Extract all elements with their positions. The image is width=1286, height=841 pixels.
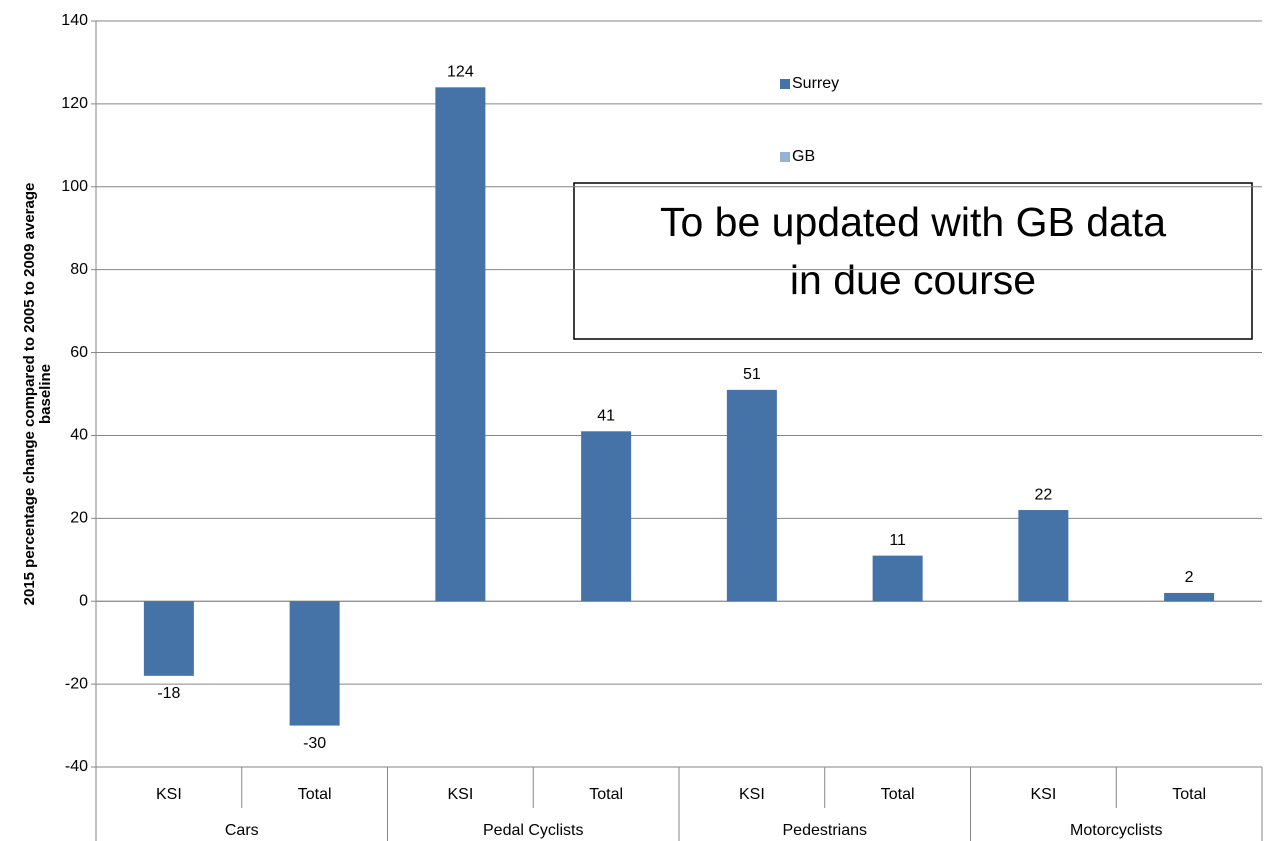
data-label: 41 [597, 408, 615, 425]
x-tick-label: Total [298, 786, 332, 803]
data-label: 22 [1034, 486, 1052, 503]
bar [289, 601, 340, 726]
legend-label: GB [792, 148, 815, 165]
data-label: 11 [889, 532, 906, 549]
bar [1164, 592, 1215, 602]
bar [143, 601, 194, 676]
y-axis-title: 2015 percentage change compared to 2005 … [21, 183, 38, 606]
legend-swatch [780, 79, 790, 89]
x-tick-label: KSI [739, 786, 765, 803]
data-label: 2 [1185, 569, 1194, 586]
annotation: To be updated with GB data [660, 199, 1166, 245]
bar [581, 431, 632, 602]
legend-label: Surrey [792, 75, 839, 92]
y-tick-label: 100 [61, 178, 88, 195]
y-tick-label: 140 [61, 12, 88, 29]
annotation-box [573, 182, 1253, 340]
category-group-label: Pedal Cyclists [483, 822, 583, 839]
legend-swatch [780, 152, 790, 162]
data-label: 51 [743, 366, 761, 383]
bar [872, 555, 923, 602]
data-label: -30 [303, 735, 326, 752]
annotation: in due course [790, 257, 1036, 303]
x-tick-label: KSI [447, 786, 473, 803]
x-tick-label: Total [1172, 786, 1206, 803]
x-tick-label: KSI [156, 786, 182, 803]
x-tick-label: KSI [1030, 786, 1056, 803]
bar [1018, 510, 1069, 602]
y-tick-label: -20 [65, 675, 88, 692]
y-tick-label: 0 [79, 592, 88, 609]
y-tick-label: 80 [70, 261, 88, 278]
category-group-label: Motorcyclists [1070, 822, 1162, 839]
y-tick-label: 60 [70, 344, 88, 361]
y-tick-label: 120 [61, 95, 88, 112]
x-tick-label: Total [881, 786, 915, 803]
y-tick-label: 40 [70, 427, 88, 444]
y-axis-title: baseline [37, 364, 54, 424]
category-group-label: Pedestrians [783, 822, 868, 839]
bar [726, 389, 777, 602]
data-label: 124 [447, 64, 474, 81]
y-tick-label: -40 [65, 758, 88, 775]
y-tick-label: 20 [70, 510, 88, 527]
x-tick-label: Total [589, 786, 623, 803]
category-group-label: Cars [225, 822, 259, 839]
bar [435, 87, 486, 602]
data-label: -18 [157, 685, 180, 702]
